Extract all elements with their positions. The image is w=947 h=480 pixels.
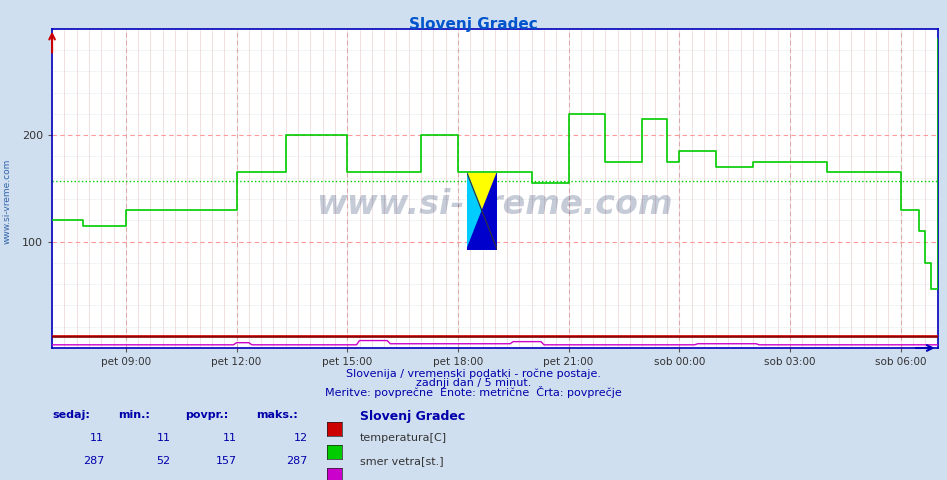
Text: maks.:: maks.:: [256, 410, 297, 420]
Text: smer vetra[st.]: smer vetra[st.]: [360, 456, 443, 467]
Text: Slovenj Gradec: Slovenj Gradec: [360, 410, 465, 423]
Text: 157: 157: [216, 456, 237, 467]
Polygon shape: [467, 173, 497, 250]
Polygon shape: [467, 173, 497, 250]
Text: povpr.:: povpr.:: [185, 410, 228, 420]
Text: 12: 12: [294, 433, 308, 444]
Text: 287: 287: [286, 456, 308, 467]
Text: 11: 11: [223, 433, 237, 444]
Text: 287: 287: [82, 456, 104, 467]
Polygon shape: [467, 173, 497, 250]
Text: 52: 52: [156, 456, 170, 467]
Text: 11: 11: [156, 433, 170, 444]
Text: Meritve: povprečne  Enote: metrične  Črta: povprečje: Meritve: povprečne Enote: metrične Črta:…: [325, 386, 622, 398]
Text: www.si-vreme.com: www.si-vreme.com: [3, 159, 12, 244]
Text: 11: 11: [90, 433, 104, 444]
Text: temperatura[C]: temperatura[C]: [360, 433, 447, 444]
Text: Slovenj Gradec: Slovenj Gradec: [409, 17, 538, 32]
Text: www.si-vreme.com: www.si-vreme.com: [316, 188, 673, 221]
Text: sedaj:: sedaj:: [52, 410, 90, 420]
Text: min.:: min.:: [118, 410, 151, 420]
Text: zadnji dan / 5 minut.: zadnji dan / 5 minut.: [416, 378, 531, 388]
Text: Slovenija / vremenski podatki - ročne postaje.: Slovenija / vremenski podatki - ročne po…: [346, 368, 601, 379]
